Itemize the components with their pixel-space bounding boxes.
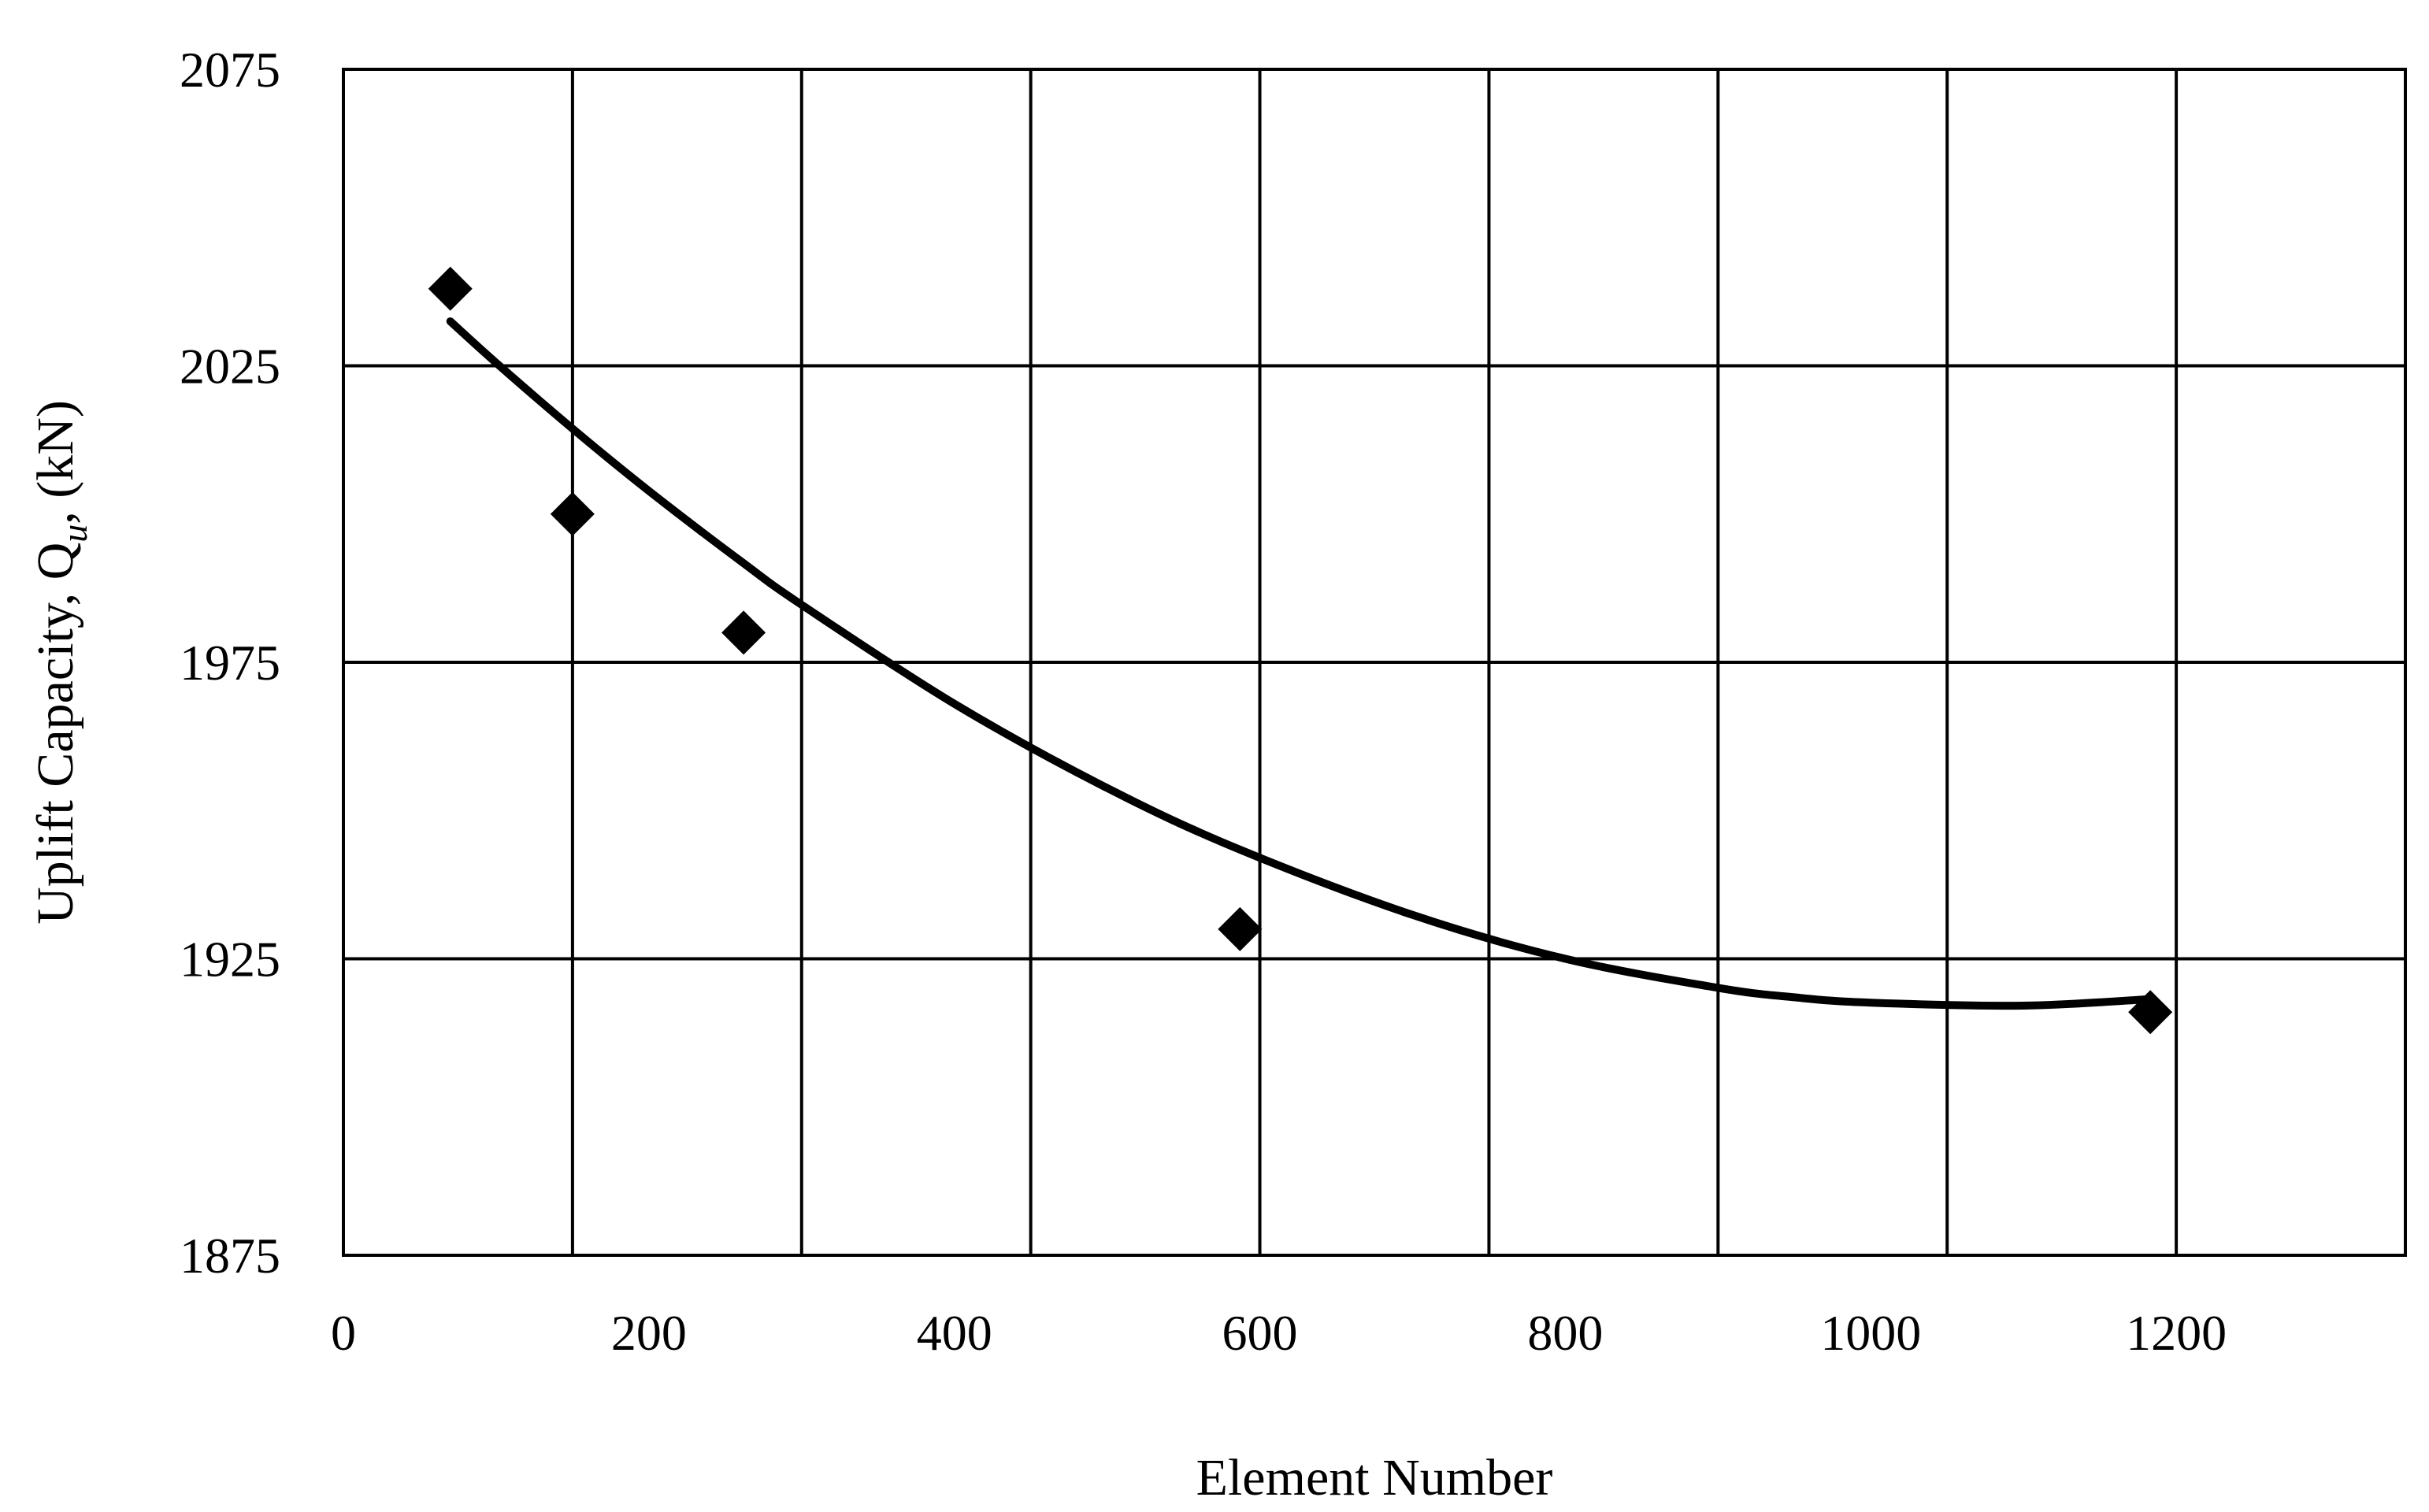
- x-tick-label: 400: [917, 1305, 992, 1361]
- grid-lines: [343, 69, 2405, 1255]
- x-tick-label: 200: [611, 1305, 687, 1361]
- x-tick-label: 600: [1222, 1305, 1298, 1361]
- y-axis-title-prefix: Uplift Capacity, Q: [27, 543, 84, 925]
- y-tick-label: 2075: [180, 42, 280, 98]
- data-point-marker: [428, 266, 473, 311]
- y-tick-label: 1975: [180, 635, 280, 691]
- trendline: [446, 317, 2155, 1010]
- y-axis-title: Uplift Capacity, Qu, (kN): [27, 400, 95, 925]
- x-tick-label: 0: [331, 1305, 356, 1361]
- y-tick-label: 2025: [180, 339, 280, 395]
- x-tick-label: 800: [1527, 1305, 1603, 1361]
- x-tick-label: 1000: [1820, 1305, 1921, 1361]
- data-points: [428, 266, 2173, 1035]
- x-tick-label: 1200: [2126, 1305, 2227, 1361]
- y-tick-label: 1925: [180, 932, 280, 988]
- x-axis-title: Element Number: [1196, 1449, 1553, 1506]
- y-axis-title-suffix: , (kN): [27, 400, 84, 524]
- y-axis-title-subscript: u: [54, 524, 95, 543]
- x-axis-tick-labels: 0 200 400 600 800 1000 1200: [331, 1305, 2227, 1361]
- data-point-marker: [721, 610, 766, 655]
- plot-area-frame: [342, 68, 2407, 1257]
- y-tick-label: 1875: [180, 1228, 280, 1284]
- data-point-marker: [2128, 990, 2173, 1035]
- data-point-marker: [1218, 906, 1263, 951]
- y-axis-tick-labels: 1875 1925 1975 2025 2075: [180, 42, 280, 1284]
- data-point-marker: [550, 491, 595, 536]
